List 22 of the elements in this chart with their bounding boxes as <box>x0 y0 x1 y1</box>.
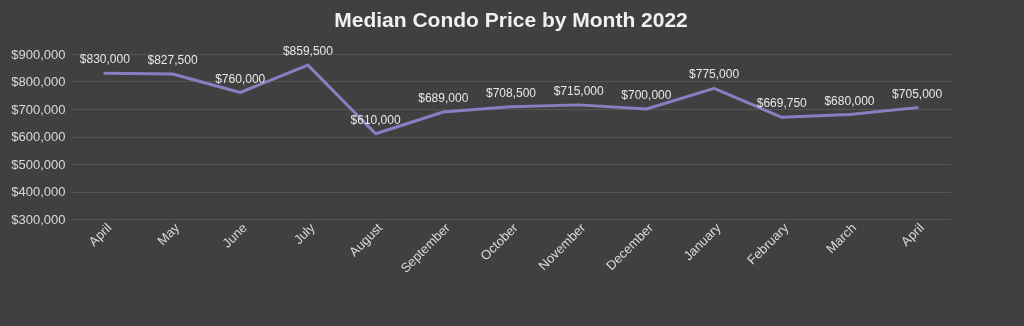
data-label: $708,500 <box>485 85 537 100</box>
data-label: $760,000 <box>215 71 266 86</box>
data-label: $859,500 <box>282 44 334 59</box>
data-label: $705,000 <box>892 86 943 101</box>
data-label: $689,000 <box>418 91 469 106</box>
data-label: $827,500 <box>147 52 198 67</box>
y-tick-label: $900,000 <box>11 46 66 62</box>
x-tick-label: May <box>154 219 183 249</box>
chart-title: Median Condo Price by Month 2022 <box>334 8 688 32</box>
y-tick-label: $300,000 <box>11 211 66 227</box>
y-tick-label: $700,000 <box>11 101 66 117</box>
data-label: $715,000 <box>553 83 605 98</box>
x-tick-label: July <box>290 219 318 248</box>
data-label: $700,000 <box>621 88 672 102</box>
y-tick-label: $800,000 <box>11 74 66 89</box>
y-tick-label: $400,000 <box>11 184 66 199</box>
y-tick-label: $600,000 <box>11 129 66 144</box>
y-tick-label: $500,000 <box>11 156 66 172</box>
data-label: $680,000 <box>824 93 875 108</box>
data-label: $669,750 <box>756 96 808 111</box>
data-label: $775,000 <box>689 67 740 82</box>
data-label: $830,000 <box>79 52 131 67</box>
